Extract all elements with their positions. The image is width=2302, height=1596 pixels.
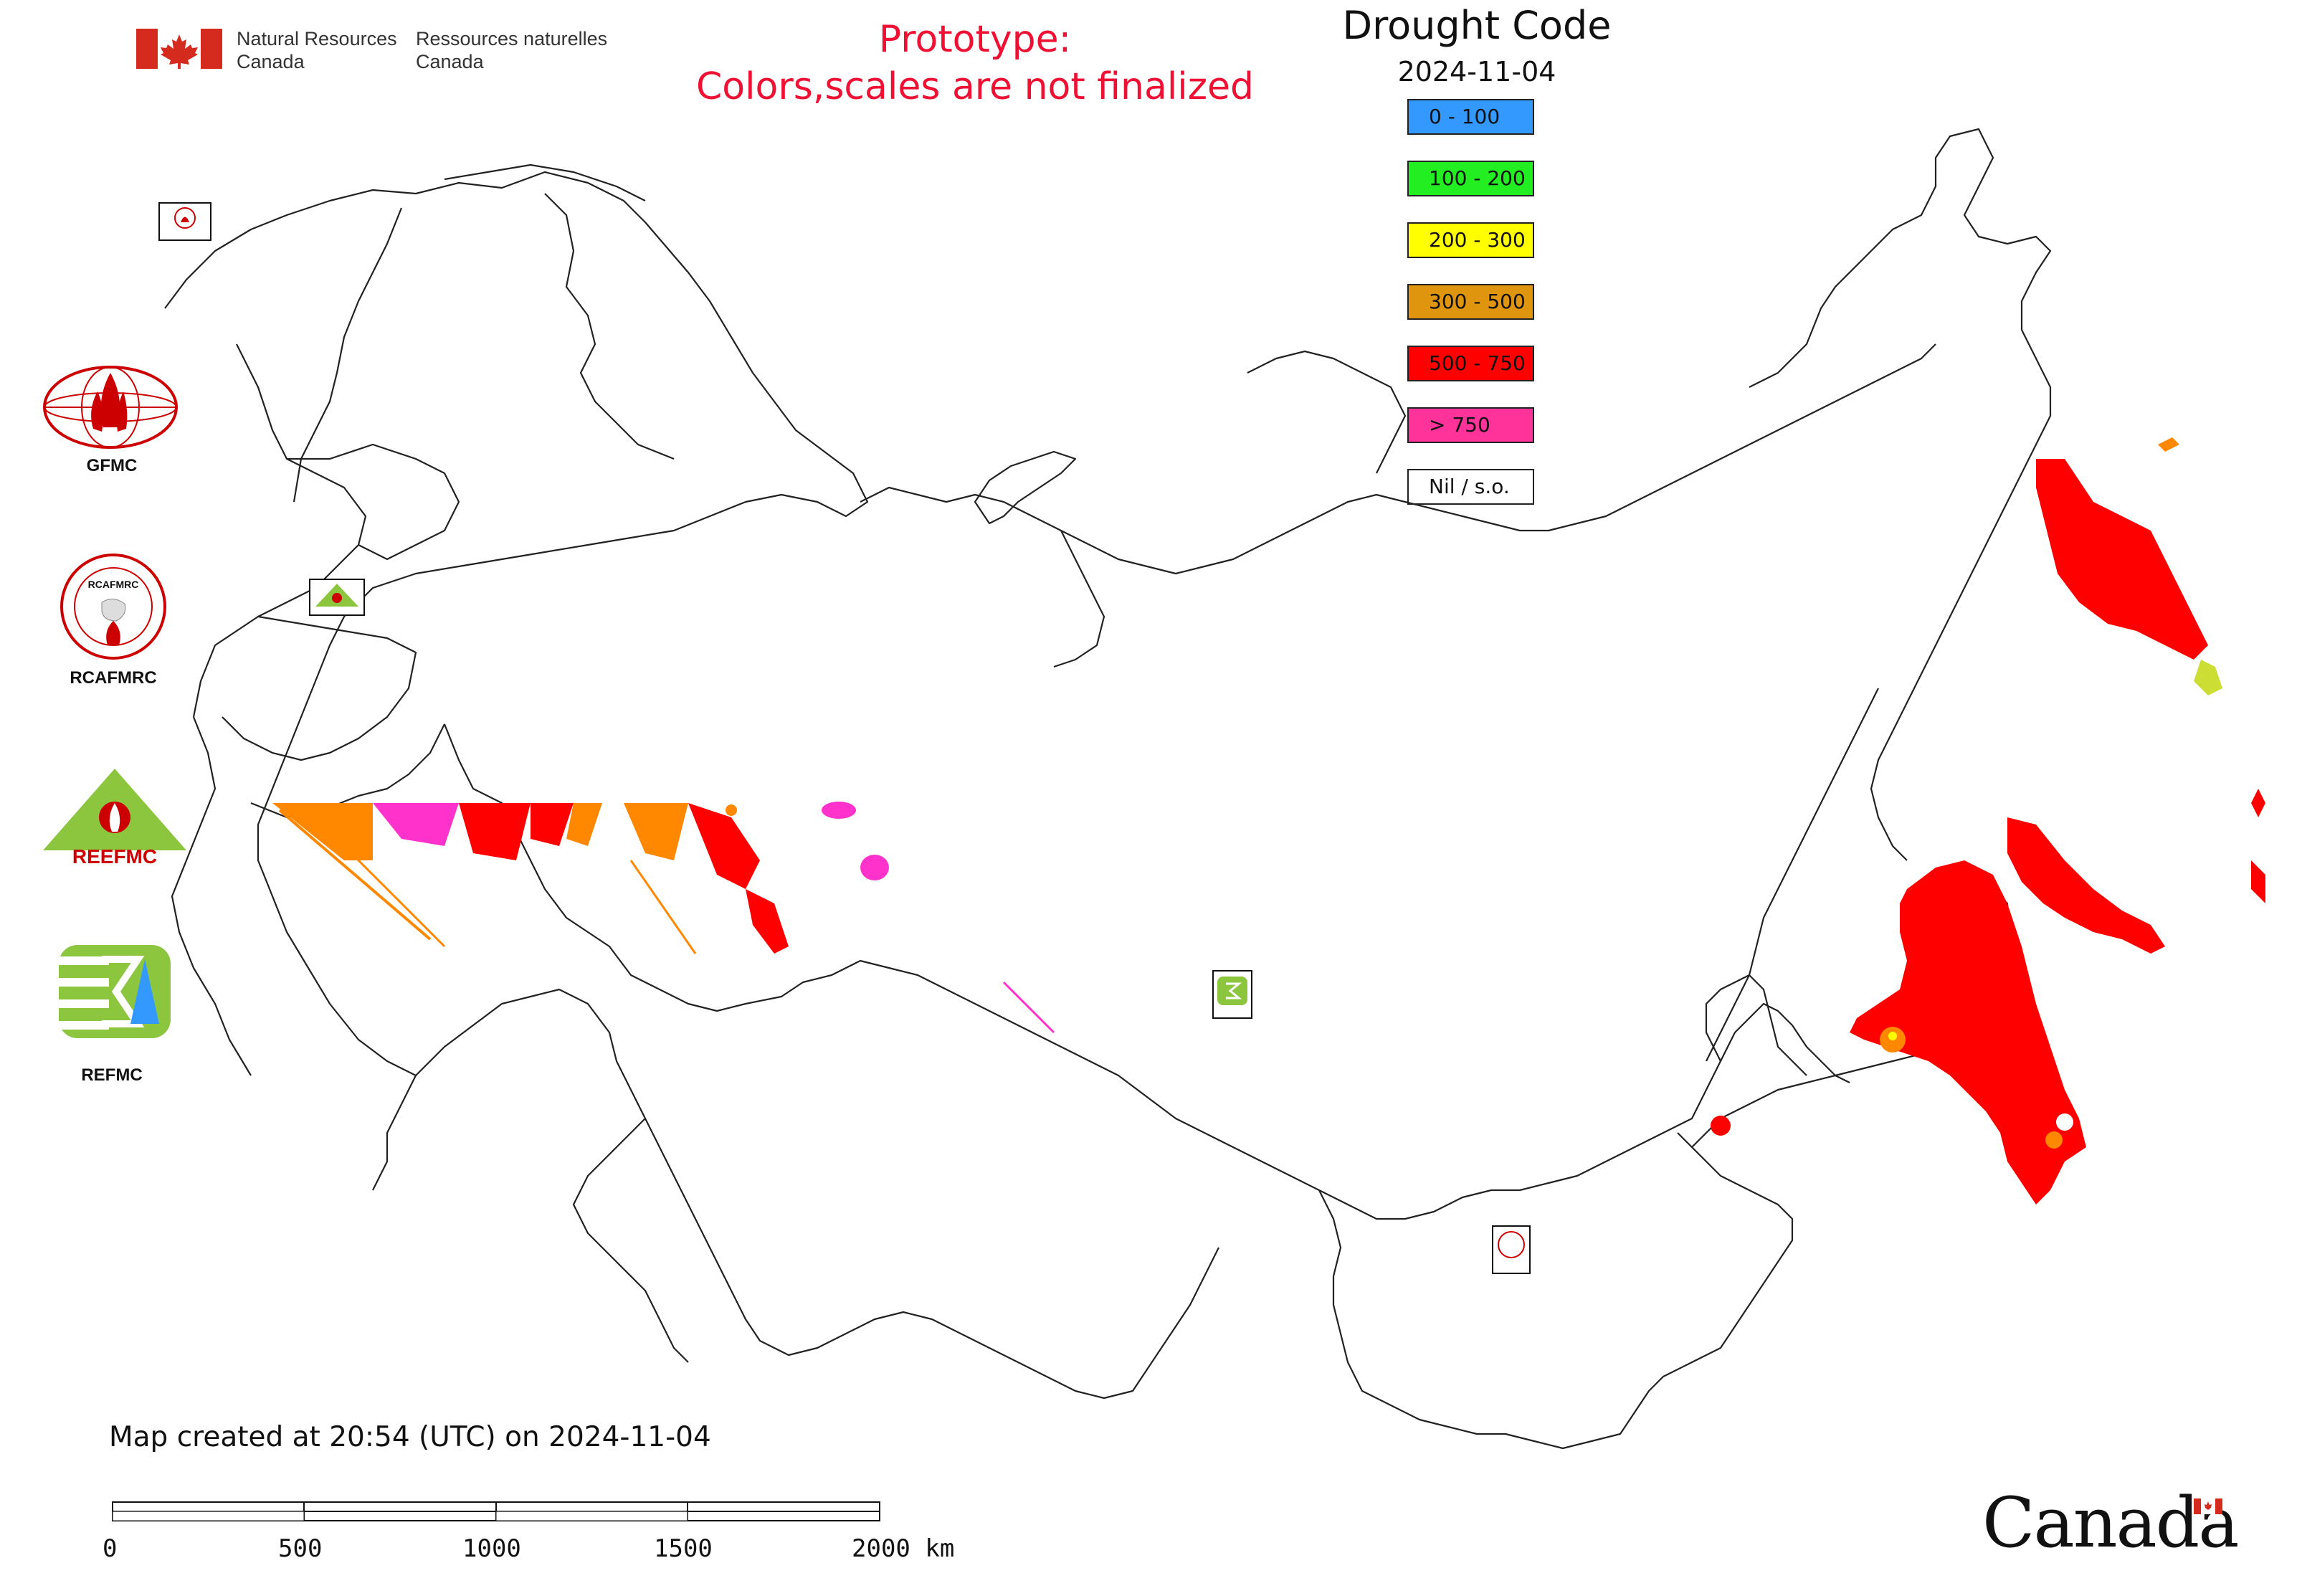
scale-label-0: 0 — [103, 1534, 118, 1563]
prototype-notice: Prototype: Colors,scales are not finaliz… — [617, 16, 1333, 110]
country-boundaries — [164, 128, 2052, 1450]
gov-name-french: Ressources naturelles Canada — [416, 28, 608, 72]
drought-region-far-east — [1711, 437, 2265, 1205]
coastline-kola — [444, 163, 646, 201]
map-marker-gfmc — [158, 202, 211, 241]
boundary-ukraine — [222, 615, 417, 761]
boundary-finland — [544, 193, 675, 460]
coastline-yamal — [1053, 530, 1105, 668]
map-marker-reefmc — [309, 579, 365, 616]
drought-patch-orange-dot — [726, 804, 737, 816]
boundary-kazakhstan — [415, 988, 1219, 1400]
reefmc-logo-icon: REEFMC — [43, 769, 186, 866]
coastline-chukotka — [1749, 128, 2052, 861]
drought-patch-west-red-1 — [459, 803, 531, 860]
coastline-okhotsk — [1706, 688, 1879, 1062]
coastline-taymyr — [1247, 350, 1407, 474]
gfmc-logo-icon — [43, 366, 178, 449]
drought-streak-magenta — [1002, 981, 1055, 1034]
scale-label-1500: 1500 — [654, 1534, 713, 1563]
boundary-central-asia — [572, 1118, 689, 1363]
drought-patch-west-red-4 — [746, 889, 789, 954]
scale-bar — [112, 1501, 880, 1521]
map-created-note: Map created at 20:54 (UTC) on 2024-11-04 — [109, 1421, 711, 1453]
drought-patch-kamchatka-tip — [2194, 660, 2222, 695]
legend-date: 2024-11-04 — [1397, 56, 1556, 87]
wordmark-flag-icon — [2194, 1498, 2222, 1514]
prototype-line-1: Prototype: — [878, 18, 1072, 61]
map-marker-refmc — [1212, 970, 1252, 1019]
drought-patch-west-red-3 — [688, 803, 760, 889]
drought-patch-magenta-east-1 — [822, 802, 856, 819]
legend-item: > 750 — [1407, 407, 1534, 443]
prototype-line-2: Colors,scales are not finalized — [695, 65, 1255, 108]
drought-patch-orange-amur-2 — [2045, 1131, 2063, 1149]
drought-patch-sakhalin — [2007, 817, 2165, 954]
scale-label-2000: 2000 km — [852, 1534, 955, 1563]
legend-title: Drought Code — [1342, 3, 1612, 48]
boundary-sweden-norway — [292, 207, 403, 503]
boundary-europe-north — [192, 343, 367, 718]
drought-streak-west-1 — [278, 809, 432, 941]
scale-label-1000: 1000 — [462, 1534, 521, 1563]
drought-patch-west-orange-2 — [566, 803, 602, 846]
drought-patch-magenta-east-2 — [860, 855, 889, 880]
boundary-scandinavia — [164, 171, 869, 1191]
agency-label-rcafmrc: RCAFMRC — [70, 668, 157, 688]
svg-text:REEFMC: REEFMC — [72, 845, 157, 866]
legend-item: 500 - 750 — [1407, 346, 1534, 381]
refmc-logo-icon — [59, 945, 171, 1038]
drought-patch-west-red-2 — [531, 803, 574, 846]
drought-patch-kuril-2 — [2251, 789, 2265, 817]
drought-patch-west-magenta — [373, 803, 459, 846]
legend-item: 300 - 500 — [1407, 284, 1534, 320]
drought-streak-west-3 — [629, 860, 697, 954]
legend-item: 100 - 200 — [1407, 161, 1534, 196]
drought-patch-kuril-3 — [2251, 860, 2265, 903]
drought-patch-kuril-1 — [2158, 437, 2179, 452]
coastline-arctic — [860, 343, 1936, 575]
coastline-novaya-zemlya — [974, 450, 1077, 525]
boundary-mongolia — [1318, 1132, 1794, 1450]
drought-streak-west-2 — [307, 809, 446, 948]
canada-flag-icon — [136, 29, 222, 69]
rcafmrc-logo-icon: RCAFMRC — [60, 554, 166, 660]
drought-patch-yellow-amur — [1888, 1032, 1897, 1040]
drought-patch-kamchatka — [2036, 459, 2208, 660]
legend-item: 0 - 100 — [1407, 99, 1534, 135]
canada-wordmark: Canada — [1982, 1483, 2239, 1563]
boundary-europe-west — [171, 716, 252, 1076]
agency-label-gfmc: GFMC — [86, 456, 138, 475]
drought-patch-west-orange — [272, 803, 373, 860]
scale-label-500: 500 — [278, 1534, 323, 1563]
drought-region-west — [272, 802, 1055, 1034]
drought-patch-amur — [1850, 860, 2086, 1205]
boundary-russia-south — [443, 723, 1850, 1220]
nil-patch-amur — [2056, 1113, 2073, 1131]
agency-label-refmc: REFMC — [81, 1065, 143, 1085]
legend-item: 200 - 300 — [1407, 222, 1534, 258]
gov-name-english: Natural Resources Canada — [237, 28, 397, 72]
drought-patch-red-small — [1711, 1116, 1731, 1136]
svg-text:RCAFMRC: RCAFMRC — [88, 579, 139, 590]
boundary-belarus — [287, 443, 460, 561]
legend-item: Nil / s.o. — [1407, 469, 1534, 505]
map-marker-rcafmrc — [1492, 1225, 1531, 1274]
drought-patch-west-orange-3 — [624, 803, 688, 860]
